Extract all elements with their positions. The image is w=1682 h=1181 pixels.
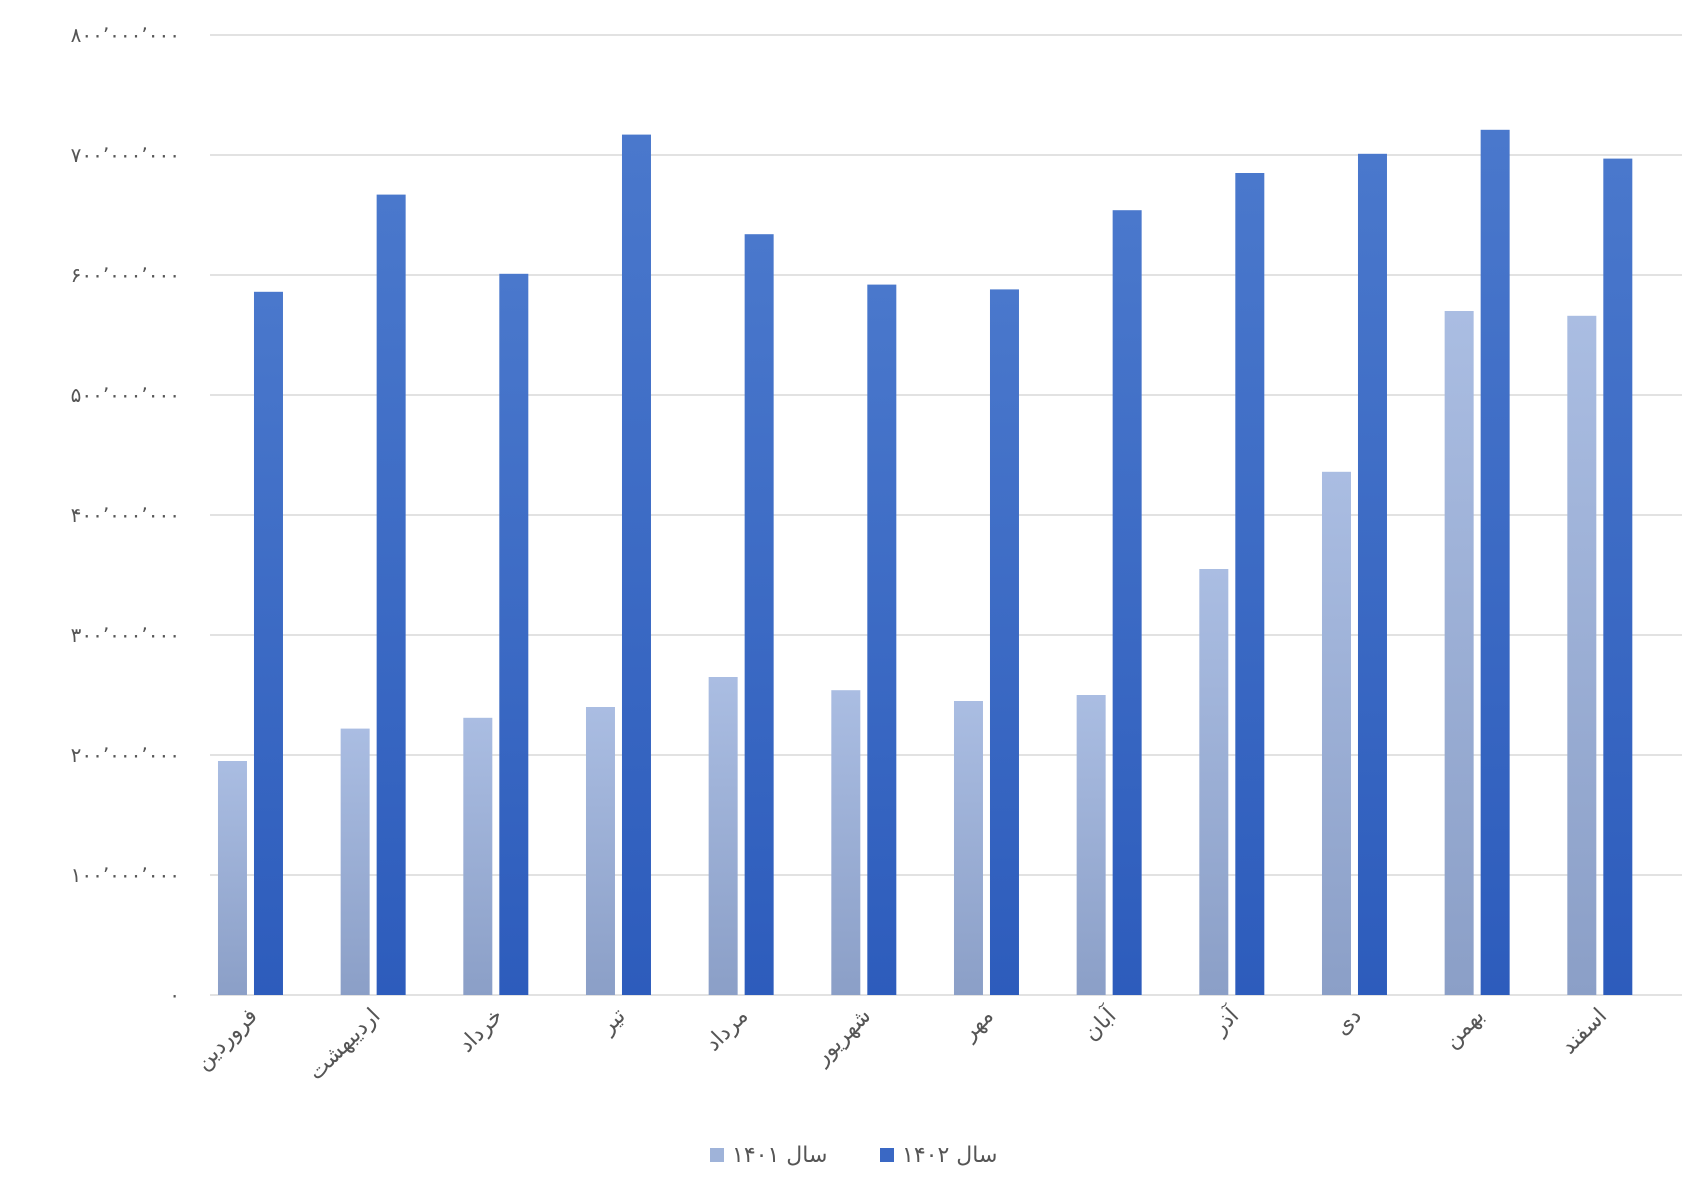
bar-series2 [499, 273, 529, 995]
y-tick-label: ۸۰۰٬۰۰۰٬۰۰۰ [71, 23, 180, 47]
bar-series1 [340, 728, 370, 995]
bar-series1 [708, 677, 738, 995]
legend-label: سال ۱۴۰۱ [732, 1143, 827, 1168]
x-category-label: شهریور [809, 1004, 876, 1071]
bar-series1 [463, 717, 493, 995]
bar-series1 [1199, 569, 1229, 995]
bar-series1 [1567, 315, 1597, 995]
bar-series1 [831, 690, 861, 995]
y-axis-tick-labels: ۰ ۱۰۰٬۰۰۰٬۰۰۰ ۲۰۰٬۰۰۰٬۰۰۰ ۳۰۰٬۰۰۰٬۰۰۰ ۴۰۰٬۰۰… [71, 23, 180, 1007]
x-category-label: فروردین [191, 1004, 263, 1076]
bar-series2 [253, 291, 283, 995]
bar-series2 [1480, 129, 1510, 996]
bar-series2 [1603, 158, 1633, 996]
x-category-label: اسفند [1556, 1004, 1612, 1060]
bar-series1 [585, 707, 615, 995]
legend-swatch [710, 1148, 724, 1162]
gridlines [210, 34, 1682, 996]
bars [217, 129, 1633, 996]
bar-series2 [621, 134, 651, 996]
x-category-label: اردیبهشت [304, 1004, 386, 1086]
y-tick-label: ۴۰۰٬۰۰۰٬۰۰۰ [71, 503, 180, 527]
y-tick-label: ۰ [169, 983, 180, 1007]
bar-series2 [1235, 173, 1265, 995]
bar-series1 [1444, 311, 1474, 995]
y-tick-label: ۷۰۰٬۰۰۰٬۰۰۰ [71, 143, 180, 167]
bar-series2 [989, 289, 1019, 995]
x-category-label: آبان [1077, 1002, 1122, 1047]
y-tick-label: ۶۰۰٬۰۰۰٬۰۰۰ [71, 263, 180, 287]
legend-item: سال ۱۴۰۲ [880, 1143, 997, 1168]
x-category-label: مهر [956, 1004, 998, 1046]
bar-series2 [867, 284, 897, 996]
x-category-label: آذر [1205, 1002, 1244, 1041]
x-category-label: بهمن [1439, 1004, 1489, 1054]
bar-series2 [1112, 210, 1142, 995]
y-tick-label: ۵۰۰٬۰۰۰٬۰۰۰ [71, 383, 180, 407]
bar-series1 [217, 761, 247, 995]
x-category-label: خرداد [454, 1004, 508, 1058]
legend-label: سال ۱۴۰۲ [902, 1143, 997, 1168]
bar-series1 [1076, 695, 1106, 995]
y-tick-label: ۱۰۰٬۰۰۰٬۰۰۰ [71, 863, 180, 887]
bar-series2 [376, 194, 406, 996]
bar-series2 [1357, 153, 1387, 996]
legend-swatch [880, 1148, 894, 1162]
bar-series1 [1321, 471, 1351, 995]
bar-series1 [953, 701, 983, 995]
x-category-label: مرداد [701, 1004, 754, 1057]
bar-series2 [744, 234, 774, 995]
x-axis-category-labels: فروردین اردیبهشت خرداد تیر مرداد شهریور مهر آبا… [191, 1002, 1612, 1086]
legend-item: سال ۱۴۰۱ [710, 1143, 827, 1168]
y-tick-label: ۳۰۰٬۰۰۰٬۰۰۰ [71, 623, 180, 647]
y-tick-label: ۲۰۰٬۰۰۰٬۰۰۰ [71, 743, 180, 767]
legend: سال ۱۴۰۱ سال ۱۴۰۲ [710, 1143, 997, 1168]
x-category-label: تیر [595, 1004, 631, 1040]
x-category-label: دی [1330, 1004, 1367, 1041]
